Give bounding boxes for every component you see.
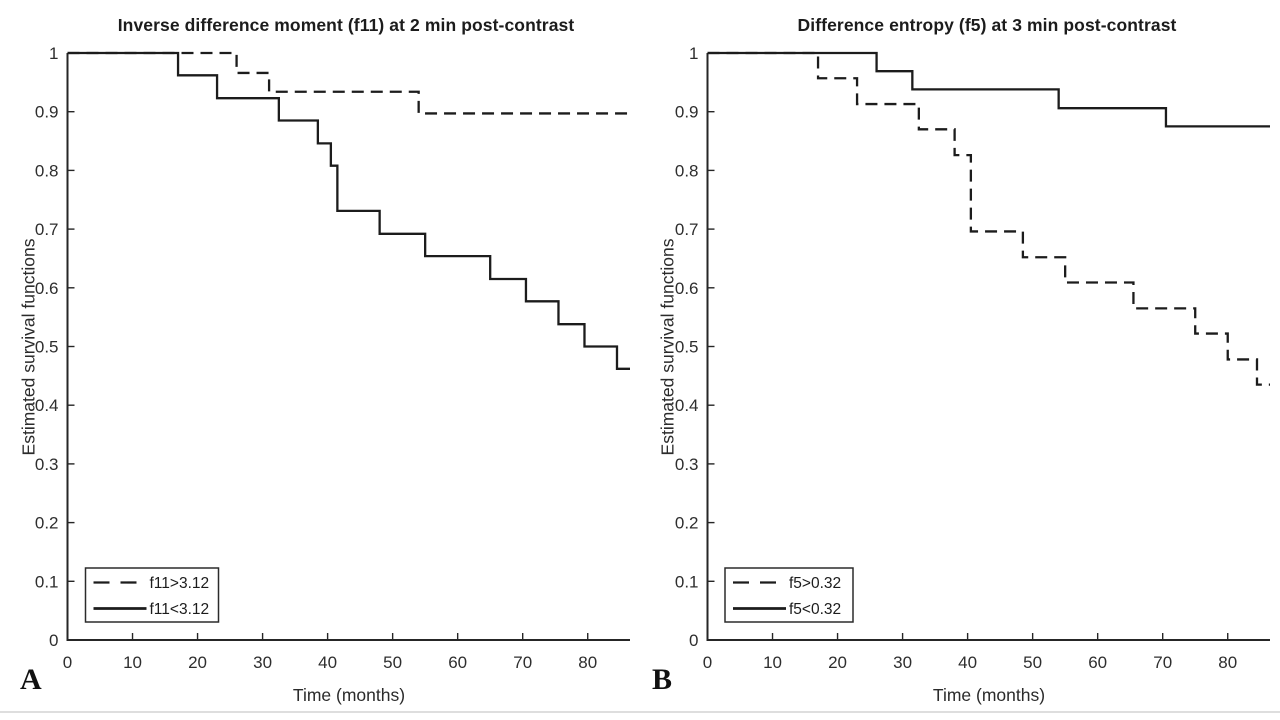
x-tick-label: 20: [828, 653, 847, 672]
y-tick-label: 0.6: [35, 279, 59, 298]
x-tick-label: 70: [1153, 653, 1172, 672]
plot-a-xlabel: Time (months): [292, 685, 406, 705]
y-tick-label: 1: [689, 44, 698, 63]
x-tick-label: 40: [958, 653, 977, 672]
x-tick-label: 80: [1218, 653, 1237, 672]
legend-label: f5<0.32: [789, 601, 841, 618]
legend-box: [84, 567, 220, 623]
y-tick-label: 0.9: [675, 103, 699, 122]
y-tick-label: 0.1: [35, 572, 59, 591]
x-tick-label: 70: [513, 653, 532, 672]
y-tick-label: 0.5: [35, 338, 59, 357]
panel-label-a: A: [20, 663, 42, 696]
x-tick-label: 50: [1023, 653, 1042, 672]
km-curve-above-threshold: [707, 51, 1270, 386]
x-tick-label: 50: [383, 653, 402, 672]
figure-bottom-border: [0, 711, 1280, 713]
y-tick-label: 0: [49, 631, 58, 650]
y-tick-label: 0.6: [675, 279, 699, 298]
legend-label: f5>0.32: [789, 575, 841, 592]
legend-box: [724, 567, 854, 623]
plot-a-ylabel: Estimated survival functions: [18, 238, 39, 456]
y-tick-label: 0.1: [675, 572, 699, 591]
y-tick-label: 1: [49, 44, 58, 63]
y-tick-label: 0.5: [675, 338, 699, 357]
y-tick-label: 0.8: [675, 161, 699, 180]
plot-b-title: Difference entropy (f5) at 3 min post-co…: [797, 15, 1177, 35]
y-tick-label: 0.7: [35, 220, 59, 239]
y-tick-label: 0.3: [35, 455, 59, 474]
y-tick-label: 0.8: [35, 161, 59, 180]
x-tick-label: 0: [63, 653, 72, 672]
x-tick-label: 10: [123, 653, 142, 672]
y-tick-label: 0.2: [675, 514, 699, 533]
km-curve-below-threshold: [707, 51, 1270, 128]
x-tick-label: 60: [448, 653, 467, 672]
y-tick-label: 0.4: [35, 396, 59, 415]
x-tick-label: 0: [703, 653, 712, 672]
y-tick-label: 0: [689, 631, 698, 650]
legend-label: f11>3.12: [150, 575, 210, 592]
y-tick-label: 0.2: [35, 514, 59, 533]
y-tick-label: 0.9: [35, 103, 59, 122]
x-tick-label: 20: [188, 653, 207, 672]
km-curve-above-threshold: [67, 51, 630, 115]
x-tick-label: 10: [763, 653, 782, 672]
y-tick-label: 0.3: [675, 455, 699, 474]
legend-label: f11<3.12: [150, 601, 210, 618]
plot-a-title: Inverse difference moment (f11) at 2 min…: [117, 15, 575, 35]
km-curve-below-threshold: [67, 51, 630, 370]
plot-b-xlabel: Time (months): [932, 685, 1046, 705]
x-tick-label: 80: [578, 653, 597, 672]
y-tick-label: 0.4: [675, 396, 699, 415]
panel-label-b: B: [652, 663, 673, 696]
y-tick-label: 0.7: [675, 220, 699, 239]
plot-b-ylabel: Estimated survival functions: [657, 238, 678, 456]
x-tick-label: 60: [1088, 653, 1107, 672]
x-tick-label: 40: [318, 653, 337, 672]
x-tick-label: 30: [893, 653, 912, 672]
x-tick-label: 30: [253, 653, 272, 672]
